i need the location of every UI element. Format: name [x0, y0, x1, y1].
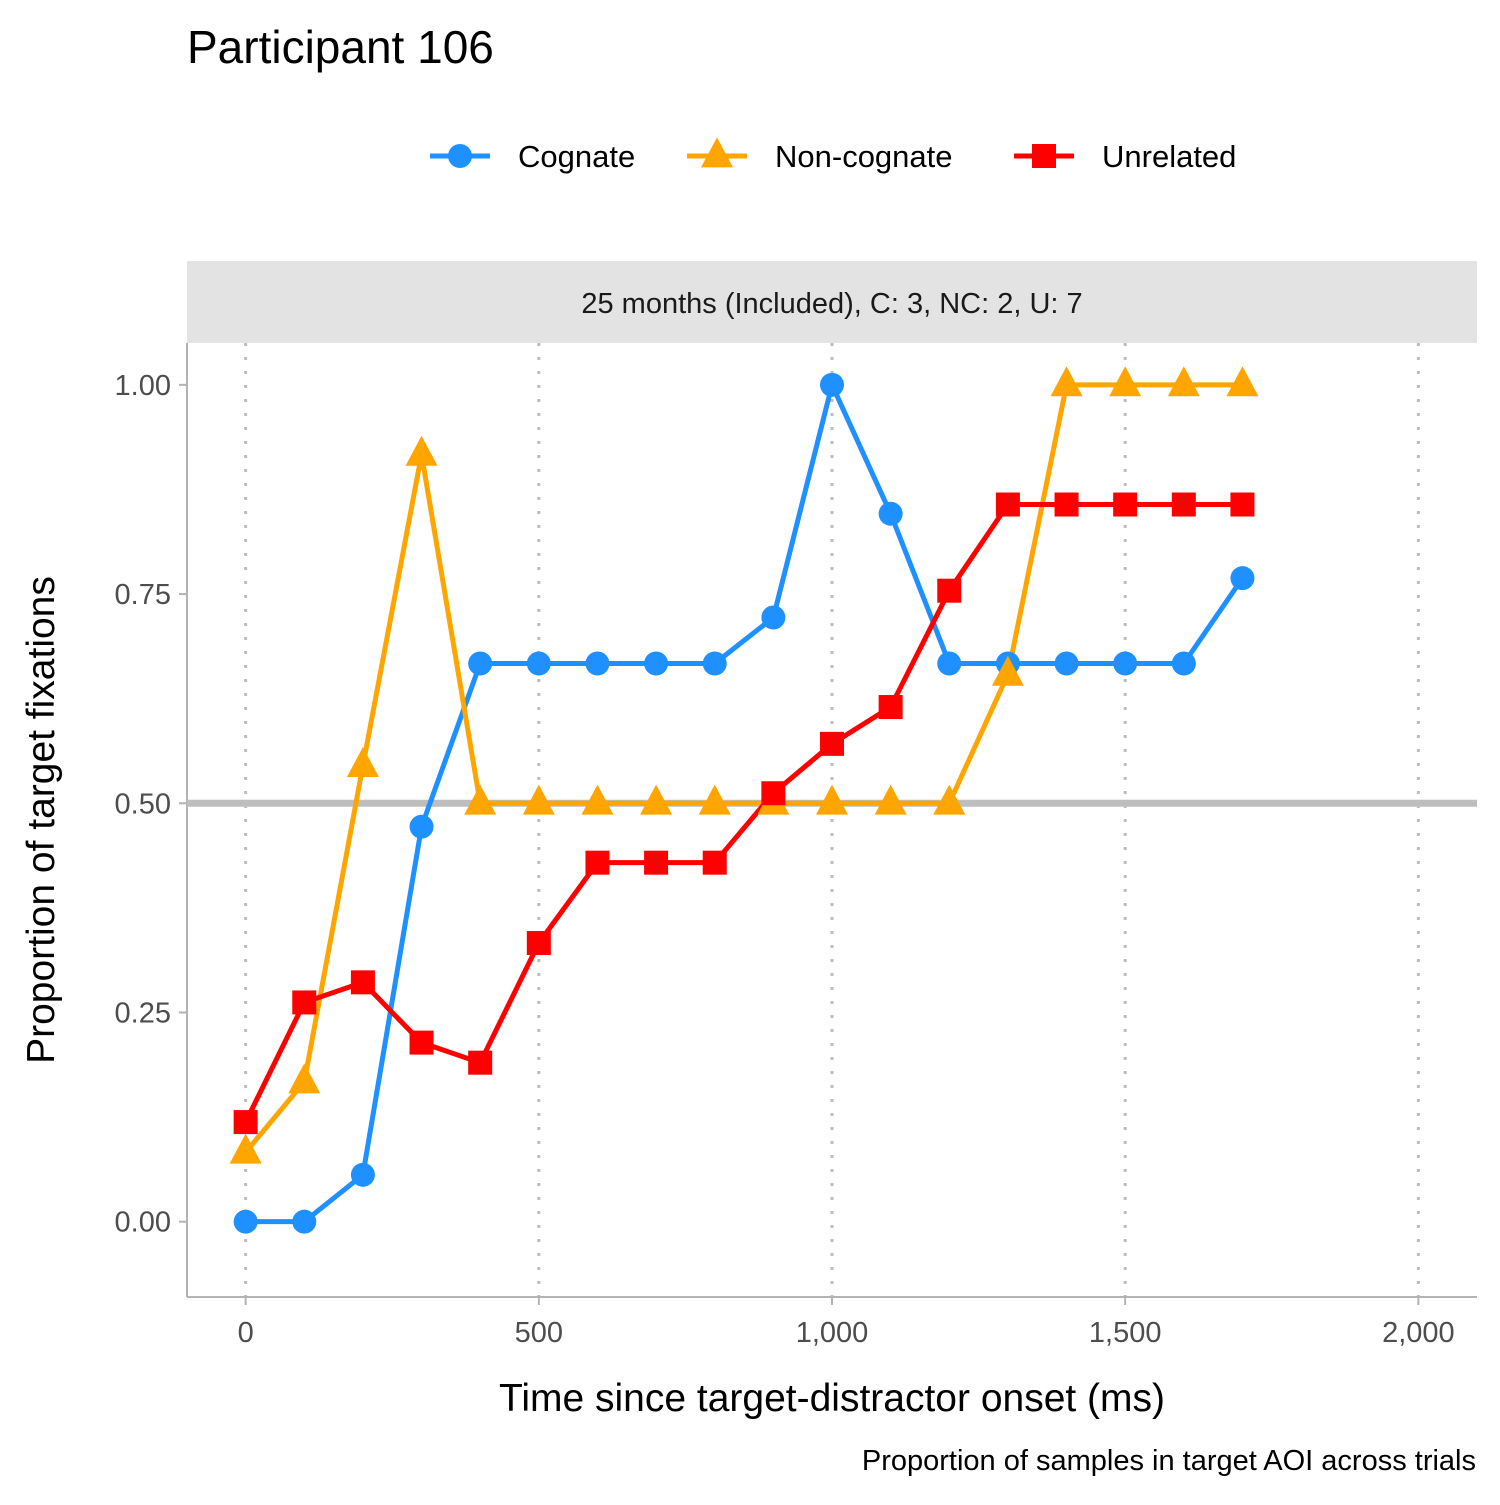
data-point-cognate: [1113, 651, 1138, 676]
data-point-non-cognate: [698, 784, 731, 815]
x-tick-label: 1,000: [796, 1317, 869, 1349]
legend-item-cognate: Cognate: [430, 139, 635, 174]
data-point-non-cognate: [1226, 366, 1259, 397]
data-point-non-cognate: [1050, 366, 1083, 397]
data-point-non-cognate: [581, 784, 614, 815]
series-points-cognate: [233, 372, 1255, 1234]
data-point-non-cognate: [640, 784, 673, 815]
series-points-non-cognate: [229, 366, 1259, 1164]
legend-marker-cognate: [448, 144, 472, 168]
x-tick-label: 0: [238, 1317, 254, 1349]
data-point-non-cognate: [464, 784, 497, 815]
x-tick-label: 500: [515, 1317, 563, 1349]
data-point-cognate: [292, 1209, 317, 1234]
facet-strip: [187, 261, 1477, 343]
x-axis-title: Time since target-distractor onset (ms): [499, 1377, 1165, 1420]
plot-area: 0 500 1,000 1,500 2,000 0.00 0.25 0.50 0.75 1.00: [115, 343, 1477, 1349]
data-point-unrelated: [292, 990, 317, 1015]
legend: Cognate Non-cognate Unrelated: [430, 137, 1236, 174]
data-point-unrelated: [820, 731, 844, 756]
y-tick-label: 0.25: [115, 997, 171, 1029]
legend-item-unrelated: Unrelated: [1014, 139, 1236, 174]
facet-label: 25 months (Included), C: 3, NC: 2, U: 7: [581, 288, 1082, 320]
data-point-cognate: [1171, 651, 1196, 676]
legend-label: Unrelated: [1102, 139, 1236, 174]
legend-label: Non-cognate: [775, 139, 953, 174]
chart-caption: Proportion of samples in target AOI acro…: [862, 1445, 1476, 1477]
data-point-cognate: [937, 651, 962, 676]
data-point-cognate: [702, 651, 727, 676]
data-point-unrelated: [1230, 492, 1255, 517]
data-point-unrelated: [1171, 492, 1196, 517]
chart-title: Participant 106: [187, 21, 494, 73]
data-point-unrelated: [644, 850, 669, 875]
data-point-cognate: [1054, 651, 1079, 676]
legend-marker-non-cognate: [701, 137, 733, 168]
series-line-non-cognate: [243, 382, 1243, 1154]
data-point-non-cognate: [405, 435, 438, 466]
series-non-cognate: [243, 382, 1243, 1154]
data-point-cognate: [1230, 566, 1255, 591]
data-point-cognate: [820, 372, 844, 397]
data-point-non-cognate: [1109, 366, 1142, 397]
data-point-unrelated: [233, 1110, 258, 1135]
data-point-non-cognate: [288, 1063, 321, 1094]
data-point-unrelated: [350, 970, 375, 995]
data-point-cognate: [585, 651, 610, 676]
data-point-unrelated: [878, 695, 903, 720]
data-point-non-cognate: [933, 784, 966, 815]
y-tick-label: 0.50: [115, 788, 171, 820]
data-point-non-cognate: [991, 655, 1024, 686]
data-point-cognate: [409, 814, 434, 839]
data-point-unrelated: [1113, 492, 1138, 517]
data-point-unrelated: [468, 1050, 493, 1075]
data-point-non-cognate: [229, 1133, 262, 1164]
legend-marker-unrelated: [1032, 144, 1056, 168]
y-tick-label: 0.75: [115, 579, 171, 611]
data-point-cognate: [350, 1162, 375, 1187]
data-point-non-cognate: [816, 784, 848, 815]
y-tick-label: 0.00: [115, 1207, 171, 1239]
data-point-cognate: [468, 651, 493, 676]
data-point-unrelated: [937, 578, 962, 603]
data-point-unrelated: [1054, 492, 1079, 517]
y-tick-label: 1.00: [115, 370, 171, 402]
series-points-unrelated: [233, 492, 1255, 1135]
data-point-unrelated: [409, 1030, 434, 1055]
data-point-non-cognate: [1167, 366, 1200, 397]
data-point-non-cognate: [346, 747, 379, 778]
data-point-unrelated: [995, 492, 1020, 517]
legend-item-non-cognate: Non-cognate: [687, 137, 953, 174]
data-point-unrelated: [526, 931, 551, 956]
y-axis-title: Proportion of target fixations: [20, 576, 63, 1064]
data-point-cognate: [761, 605, 786, 630]
data-point-non-cognate: [874, 784, 907, 815]
data-point-cognate: [878, 501, 903, 526]
x-tick-label: 2,000: [1382, 1317, 1455, 1349]
data-point-unrelated: [585, 850, 610, 875]
x-tick-label: 1,500: [1089, 1317, 1162, 1349]
data-point-cognate: [233, 1209, 258, 1234]
data-point-non-cognate: [522, 784, 555, 815]
data-point-unrelated: [702, 850, 727, 875]
legend-label: Cognate: [518, 139, 635, 174]
data-point-cognate: [644, 651, 669, 676]
data-point-cognate: [526, 651, 551, 676]
data-point-unrelated: [761, 781, 786, 806]
